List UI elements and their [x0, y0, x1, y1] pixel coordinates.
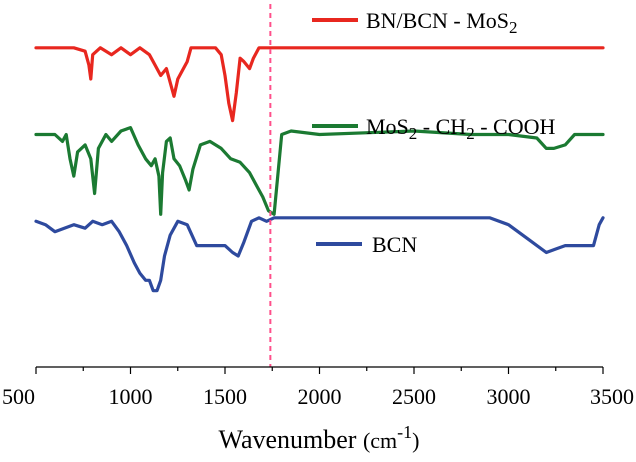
x-axis-title-main: Wavenumber [219, 425, 363, 454]
x-axis-title-unit-open: (cm [363, 428, 397, 453]
x-tick-label-1500: 1500 [203, 384, 247, 409]
x-axis-title-unit-sup: -1 [397, 422, 412, 442]
series-line-1 [34, 126, 605, 216]
x-tick-label-500: 500 [2, 384, 35, 409]
series-line-0 [34, 46, 605, 123]
x-tick-label-2000: 2000 [298, 384, 342, 409]
x-tick-label-1000: 1000 [109, 384, 153, 409]
series-line-2 [34, 216, 605, 293]
x-tick-label-3000: 3000 [487, 384, 531, 409]
legend-label-2: BCN [372, 232, 417, 257]
x-tick-label-3500: 3500 [590, 384, 634, 409]
legend: BN/BCN - MoS2 MoS2 - CH2 - COOH BCN [312, 8, 555, 257]
legend-label-0: BN/BCN - MoS2 [366, 8, 518, 37]
legend-label-1: MoS2 - CH2 - COOH [366, 114, 555, 143]
x-axis: 500 1000 1500 2000 2500 3000 3500 [2, 366, 634, 409]
x-axis-ticks: 500 1000 1500 2000 2500 3000 3500 [2, 367, 634, 409]
series-traces [34, 46, 605, 293]
x-axis-title: Wavenumber (cm-1) [219, 422, 420, 454]
x-tick-label-2500: 2500 [392, 384, 436, 409]
x-axis-title-unit-close: ) [412, 428, 419, 453]
